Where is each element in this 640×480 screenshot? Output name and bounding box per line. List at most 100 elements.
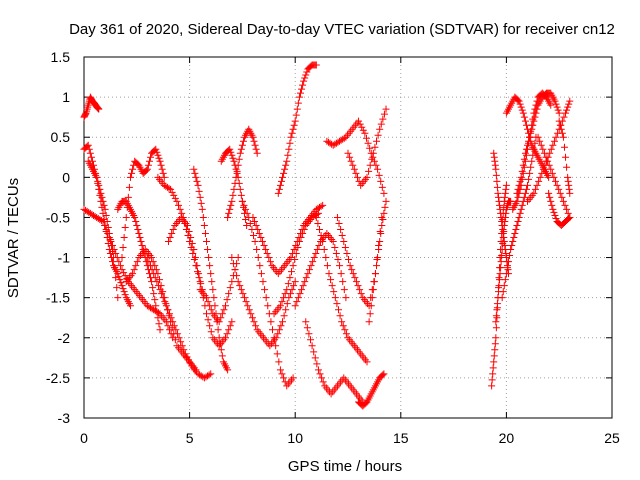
data-point bbox=[502, 209, 510, 217]
data-point bbox=[114, 294, 122, 302]
data-point bbox=[564, 173, 572, 181]
data-point bbox=[491, 340, 499, 348]
data-point bbox=[217, 346, 225, 354]
data-point bbox=[241, 294, 249, 302]
data-point bbox=[249, 213, 257, 221]
data-point bbox=[291, 302, 299, 310]
data-point bbox=[107, 242, 115, 250]
data-point bbox=[209, 286, 217, 294]
data-point bbox=[302, 274, 310, 282]
data-point bbox=[110, 254, 118, 262]
data-point bbox=[200, 221, 208, 229]
data-point bbox=[312, 213, 320, 221]
data-point bbox=[308, 342, 316, 350]
data-point bbox=[496, 270, 504, 278]
data-point bbox=[274, 189, 282, 197]
data-point bbox=[185, 356, 193, 364]
data-point bbox=[226, 205, 234, 213]
data-point bbox=[539, 165, 547, 173]
data-point bbox=[207, 370, 215, 378]
data-point bbox=[512, 225, 520, 233]
data-point bbox=[289, 374, 297, 382]
data-point bbox=[494, 189, 502, 197]
data-point bbox=[289, 262, 297, 270]
data-point bbox=[375, 246, 383, 254]
data-point bbox=[551, 211, 559, 219]
data-point bbox=[254, 225, 262, 233]
data-point bbox=[331, 294, 339, 302]
data-point bbox=[192, 173, 200, 181]
data-point bbox=[242, 205, 250, 213]
data-point bbox=[368, 294, 376, 302]
data-point bbox=[235, 155, 243, 163]
data-point bbox=[551, 97, 559, 105]
data-point bbox=[280, 169, 288, 177]
data-point bbox=[329, 238, 337, 246]
data-point bbox=[315, 225, 323, 233]
data-point bbox=[202, 310, 210, 318]
data-point bbox=[292, 250, 300, 258]
data-point bbox=[319, 378, 327, 386]
data-point bbox=[302, 318, 310, 326]
data-point bbox=[517, 103, 525, 111]
data-point bbox=[524, 141, 532, 149]
series-arc-14 bbox=[224, 125, 261, 221]
data-point bbox=[233, 272, 241, 280]
data-point bbox=[265, 254, 273, 262]
data-point bbox=[279, 173, 287, 181]
data-point bbox=[85, 145, 93, 153]
data-point bbox=[497, 258, 505, 266]
data-point bbox=[156, 157, 164, 165]
data-point bbox=[259, 278, 267, 286]
y-tick-label: -2 bbox=[58, 330, 71, 346]
series-arc-38 bbox=[555, 117, 574, 197]
data-point bbox=[204, 246, 212, 254]
data-point bbox=[566, 213, 574, 221]
data-point bbox=[191, 169, 199, 177]
data-point bbox=[513, 197, 521, 205]
data-point bbox=[222, 302, 230, 310]
y-tick-label: 0.5 bbox=[51, 129, 71, 145]
plot-frame bbox=[83, 56, 613, 419]
data-point bbox=[131, 213, 139, 221]
data-point bbox=[115, 258, 123, 266]
data-point bbox=[159, 294, 167, 302]
data-point bbox=[228, 318, 236, 326]
data-point bbox=[196, 278, 204, 286]
data-point bbox=[377, 177, 385, 185]
data-point bbox=[376, 238, 384, 246]
data-point bbox=[289, 125, 297, 133]
series-arc-21 bbox=[302, 318, 367, 406]
chart-title: Day 361 of 2020, Sidereal Day-to-day VTE… bbox=[69, 21, 615, 38]
data-point bbox=[352, 169, 360, 177]
data-point bbox=[522, 185, 530, 193]
data-point bbox=[493, 306, 501, 314]
data-point bbox=[529, 121, 537, 129]
data-point bbox=[325, 270, 333, 278]
data-point bbox=[120, 288, 128, 296]
data-point bbox=[369, 286, 377, 294]
data-point bbox=[154, 282, 162, 290]
data-point bbox=[348, 266, 356, 274]
data-point bbox=[334, 256, 342, 264]
data-point bbox=[535, 177, 543, 185]
data-point bbox=[296, 290, 304, 298]
data-point bbox=[187, 234, 195, 241]
data-point bbox=[286, 139, 294, 147]
data-point bbox=[294, 294, 302, 302]
data-point bbox=[492, 324, 500, 332]
data-point bbox=[227, 201, 235, 209]
data-point bbox=[224, 366, 232, 374]
data-point bbox=[542, 153, 550, 161]
data-point bbox=[374, 165, 382, 173]
data-point bbox=[496, 201, 504, 209]
data-point bbox=[223, 296, 231, 304]
data-point bbox=[564, 177, 572, 185]
data-point bbox=[354, 282, 362, 290]
x-tick-label: 5 bbox=[186, 430, 194, 446]
data-point bbox=[256, 262, 264, 270]
data-point bbox=[301, 278, 309, 286]
data-point bbox=[339, 322, 347, 330]
x-tick-label: 0 bbox=[80, 430, 88, 446]
